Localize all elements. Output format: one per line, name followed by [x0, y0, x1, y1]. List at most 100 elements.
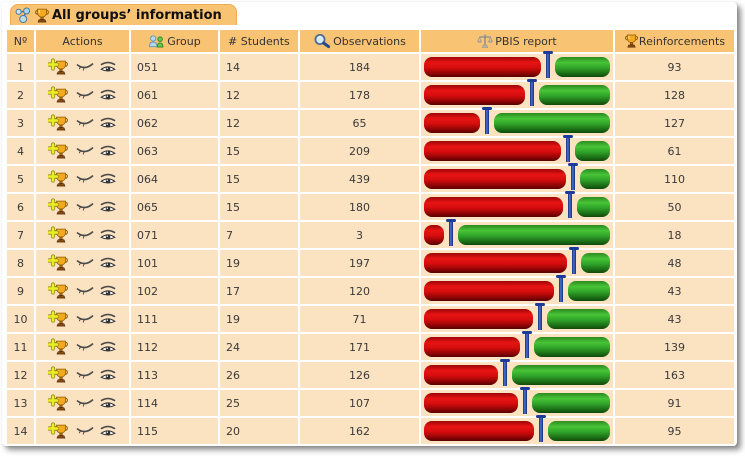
add-reinforcement-button[interactable] — [46, 114, 70, 132]
row-number: 8 — [5, 248, 36, 278]
group-id-cell: 113 — [129, 360, 220, 390]
observations-cell: 197 — [298, 248, 421, 278]
add-reinforcement-button[interactable] — [46, 170, 70, 188]
table-row: 12 — [5, 359, 736, 390]
students-cell: 12 — [218, 108, 300, 138]
closed-eye-button[interactable] — [76, 117, 94, 129]
closed-eye-button[interactable] — [76, 285, 94, 297]
row-number: 10 — [5, 304, 36, 334]
add-reinforcement-button[interactable] — [46, 422, 70, 440]
reinforcements-cell: 43 — [613, 276, 736, 306]
open-eye-button[interactable] — [99, 425, 117, 438]
open-eye-button[interactable] — [99, 341, 117, 354]
closed-eye-button[interactable] — [76, 173, 94, 185]
closed-eye-button[interactable] — [76, 369, 94, 381]
add-reinforcement-button[interactable] — [46, 282, 70, 300]
pbis-ratio-bar — [424, 247, 610, 274]
pbis-bar-cell — [419, 191, 615, 222]
add-reinforcement-trophy-icon — [46, 198, 68, 215]
open-eye-button[interactable] — [99, 229, 117, 242]
add-reinforcement-button[interactable] — [46, 366, 70, 384]
students-cell: 12 — [218, 80, 300, 110]
row-actions-cell — [34, 136, 131, 166]
pbis-ratio-bar — [424, 359, 610, 386]
open-eye-button[interactable] — [99, 285, 117, 298]
closed-eye-button[interactable] — [76, 201, 94, 213]
add-reinforcement-button[interactable] — [46, 254, 70, 272]
closed-eye-button[interactable] — [76, 425, 94, 437]
ratio-pin-marker — [568, 247, 579, 274]
observations-bar — [424, 281, 554, 301]
add-reinforcement-trophy-icon — [46, 114, 68, 131]
group-id-cell: 064 — [129, 164, 220, 194]
open-eye-button[interactable] — [99, 61, 117, 74]
pbis-ratio-bar — [424, 107, 610, 134]
pbis-ratio-bar — [424, 135, 610, 162]
ratio-pin-marker — [519, 387, 530, 414]
table-row: 6 — [5, 191, 736, 222]
observations-cell: 126 — [298, 360, 421, 390]
group-id-cell: 063 — [129, 136, 220, 166]
closed-eye-button[interactable] — [76, 397, 94, 409]
all-groups-panel: All groups’ information Nº Actions — [2, 2, 737, 446]
ratio-pin-marker — [542, 51, 553, 78]
closed-eye-icon — [76, 371, 93, 379]
open-eye-button[interactable] — [99, 257, 117, 270]
closed-eye-button[interactable] — [76, 257, 94, 269]
row-actions-cell — [34, 108, 131, 138]
add-reinforcement-button[interactable] — [46, 198, 70, 216]
closed-eye-icon — [76, 119, 93, 127]
observations-cell: 120 — [298, 276, 421, 306]
open-eye-button[interactable] — [99, 145, 117, 158]
add-reinforcement-button[interactable] — [46, 394, 70, 412]
open-eye-button[interactable] — [99, 313, 117, 326]
open-eye-button[interactable] — [99, 201, 117, 214]
ratio-pin-marker — [521, 331, 532, 358]
pbis-ratio-bar — [424, 303, 610, 330]
closed-eye-button[interactable] — [76, 89, 94, 101]
row-number: 13 — [5, 388, 36, 418]
group-id-cell: 112 — [129, 332, 220, 362]
table-row: 5 — [5, 163, 736, 194]
add-reinforcement-button[interactable] — [46, 226, 70, 244]
panel-tab: All groups’ information — [10, 4, 237, 25]
open-eye-icon — [100, 117, 116, 128]
reinforcements-bar — [493, 113, 610, 133]
add-reinforcement-trophy-icon — [46, 366, 68, 383]
open-eye-icon — [100, 257, 116, 268]
open-eye-icon — [100, 285, 116, 296]
reinforcements-cell: 110 — [613, 164, 736, 194]
pbis-bar-cell — [419, 303, 615, 334]
row-actions-cell — [34, 80, 131, 110]
add-reinforcement-button[interactable] — [46, 338, 70, 356]
add-reinforcement-button[interactable] — [46, 86, 70, 104]
open-eye-button[interactable] — [99, 173, 117, 186]
closed-eye-icon — [76, 315, 93, 323]
groups-icon — [15, 7, 31, 23]
open-eye-button[interactable] — [99, 369, 117, 382]
add-reinforcement-button[interactable] — [46, 142, 70, 160]
closed-eye-button[interactable] — [76, 229, 94, 241]
add-reinforcement-button[interactable] — [46, 310, 70, 328]
row-number: 6 — [5, 192, 36, 222]
closed-eye-button[interactable] — [76, 341, 94, 353]
table-row: 4 — [5, 135, 736, 166]
open-eye-button[interactable] — [99, 397, 117, 410]
ratio-pin-marker — [534, 303, 545, 330]
pbis-bar-cell — [419, 51, 615, 82]
pbis-ratio-bar — [424, 79, 610, 106]
observations-cell: 107 — [298, 388, 421, 418]
row-number: 9 — [5, 276, 36, 306]
add-reinforcement-button[interactable] — [46, 58, 70, 76]
closed-eye-button[interactable] — [76, 313, 94, 325]
open-eye-button[interactable] — [99, 89, 117, 102]
pbis-bar-cell — [419, 359, 615, 390]
students-cell: 17 — [218, 276, 300, 306]
ratio-pin-marker — [567, 163, 578, 190]
closed-eye-button[interactable] — [76, 61, 94, 73]
header-row: Nº Actions Group # Students — [5, 28, 736, 54]
row-number: 1 — [5, 52, 36, 82]
closed-eye-button[interactable] — [76, 145, 94, 157]
row-actions-cell — [34, 52, 131, 82]
open-eye-button[interactable] — [99, 117, 117, 130]
